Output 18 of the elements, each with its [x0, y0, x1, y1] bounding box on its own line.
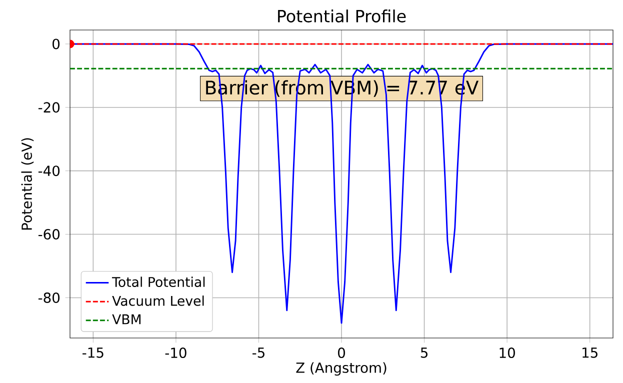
y-axis-title: Potential (eV)	[21, 138, 34, 230]
x-axis-title: Z (Angstrom)	[296, 362, 386, 376]
y-tick-label: -80	[38, 292, 60, 303]
legend-label: Vacuum Level	[112, 296, 204, 306]
x-tick-label: 0	[338, 348, 345, 358]
legend-label: VBM	[112, 314, 140, 324]
y-tick-label: 0	[52, 38, 60, 50]
x-tick-label: -5	[252, 348, 264, 358]
y-tick-label: -20	[38, 102, 60, 113]
y-tick-label: -40	[38, 166, 60, 176]
x-tick-label: -15	[82, 348, 104, 358]
legend-label: Total Potential	[112, 276, 205, 288]
x-tick-label: -10	[165, 348, 186, 358]
x-tick-label: 15	[582, 348, 598, 358]
x-tick-label: 5	[420, 348, 428, 358]
y-tick-label: -60	[38, 229, 60, 240]
x-tick-label: 10	[500, 348, 515, 358]
chart-title: Potential Profile	[278, 10, 406, 22]
